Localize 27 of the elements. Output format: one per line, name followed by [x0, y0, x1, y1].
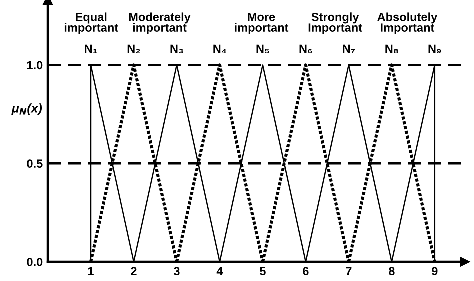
y-axis-title: μ$_{N}$(x) [12, 104, 42, 116]
series-label: N₄ [214, 44, 226, 54]
y-tick-label: 1.0 [27, 61, 43, 70]
series-label: N₆ [300, 44, 312, 54]
series-label: N₈ [386, 44, 398, 54]
x-tick-label: 9 [432, 267, 438, 276]
annotation: Absolutely Important [378, 12, 438, 34]
x-tick-label: 8 [389, 267, 395, 276]
series-label: N₂ [128, 44, 140, 54]
y-tick-label: 0.0 [27, 258, 43, 266]
x-tick-label: 7 [346, 267, 352, 276]
annotation: Equal important [64, 12, 118, 34]
annotation: Strongly Important [308, 12, 362, 34]
annotation: More important [235, 13, 289, 34]
x-tick-label: 2 [131, 267, 137, 276]
x-tick-label: 6 [303, 267, 309, 276]
x-tick-label: 3 [174, 267, 180, 276]
series-label: N₅ [256, 44, 270, 54]
x-tick-label: 5 [260, 267, 266, 276]
series-label: N₃ [170, 44, 184, 54]
series-label: N₇ [343, 44, 356, 54]
x-tick-label: 4 [216, 267, 224, 276]
y-tick-label: 0.5 [27, 160, 43, 168]
annotation: Moderately important [129, 12, 191, 34]
series-label: N₉ [428, 44, 442, 54]
x-tick-label: 1 [88, 267, 94, 276]
series-label: N₁ [85, 44, 98, 54]
